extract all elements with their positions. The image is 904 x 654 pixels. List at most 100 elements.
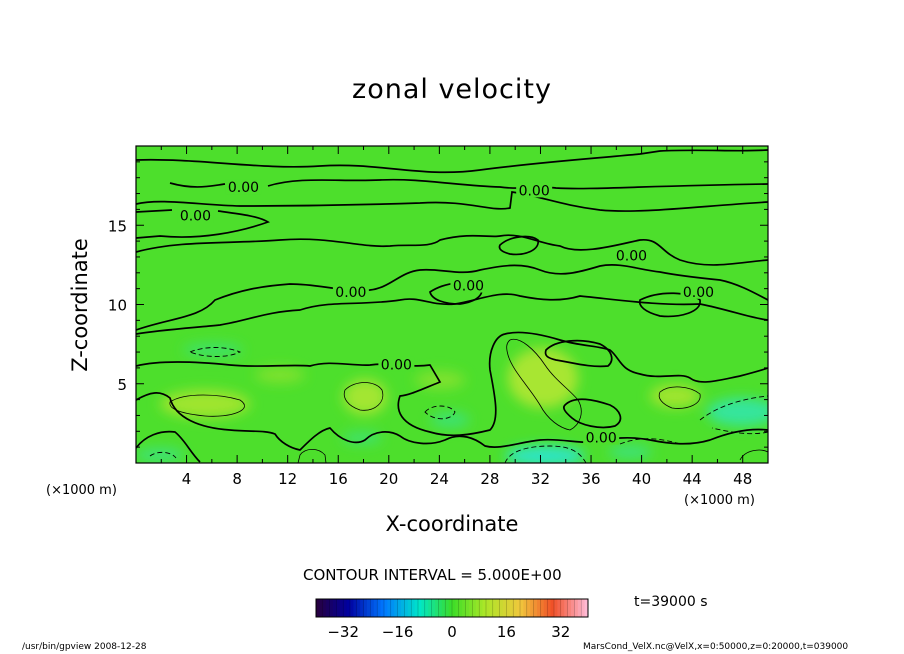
colorbar-cell xyxy=(571,599,575,617)
contour-label-bg xyxy=(450,277,487,293)
colorbar-cell xyxy=(424,599,429,617)
colorbar-cell xyxy=(557,599,562,617)
colorbar-cell xyxy=(475,599,480,617)
negative-patch xyxy=(505,446,585,463)
colorbar-cell xyxy=(547,599,551,617)
x-tick-label: 32 xyxy=(531,470,550,488)
colorbar-tick-label: 16 xyxy=(497,623,516,641)
colorbar-cell xyxy=(564,599,568,617)
x-tick-label: 12 xyxy=(278,470,297,488)
contour-label-bg xyxy=(680,283,717,299)
colorbar-cell xyxy=(390,599,395,617)
colorbar-cell xyxy=(326,599,330,617)
colorbar-cell xyxy=(336,599,341,617)
y-tick-label: 5 xyxy=(117,376,127,394)
colorbar-cell xyxy=(356,599,361,617)
zero-contour xyxy=(498,235,539,256)
colorbar-cell xyxy=(567,599,572,617)
positive-patch xyxy=(255,367,305,383)
plot-area: 0.00 0.00 0.00 0.00 0.00 0.00 0.00 0.00 0.00 xyxy=(136,146,768,463)
colorbar-tick-label: −16 xyxy=(382,623,414,641)
positive-contour xyxy=(169,394,245,417)
colorbar-cell xyxy=(540,599,545,617)
colorbar-cell xyxy=(537,599,541,617)
colorbar-cell xyxy=(438,599,443,617)
contour-label-bg xyxy=(332,283,369,299)
x-unit-label-right: (×1000 m) xyxy=(684,493,755,508)
contour-label: 0.00 xyxy=(586,431,617,447)
zero-contour xyxy=(136,331,768,437)
zero-contour xyxy=(544,339,613,368)
zero-contour xyxy=(136,191,768,212)
negative-patch xyxy=(136,448,185,462)
colorbar-cell xyxy=(577,599,582,617)
colorbar-cell xyxy=(486,599,490,617)
contour-lines xyxy=(136,149,768,463)
colorbar-cell xyxy=(329,599,334,617)
positive-contour xyxy=(506,338,582,431)
zero-contour xyxy=(169,178,768,190)
colorbar-cell xyxy=(397,599,402,617)
colorbar-cell xyxy=(445,599,449,617)
colorbar-cell xyxy=(503,599,507,617)
zero-contour xyxy=(136,234,768,266)
negative-contour xyxy=(188,347,242,357)
colorbar-cell xyxy=(499,599,504,617)
negative-patch xyxy=(707,398,768,426)
zero-contour xyxy=(136,392,768,451)
negative-contour xyxy=(149,451,177,459)
x-axis: 4 8 12 16 20 24 28 32 36 40 44 48 xyxy=(160,146,752,488)
colorbar-cell xyxy=(472,599,477,617)
x-tick-label: 48 xyxy=(733,470,752,488)
contour-label: 0.00 xyxy=(180,209,211,225)
colorbar-cell xyxy=(462,599,466,617)
positive-patch xyxy=(508,348,578,408)
contour-label: 0.00 xyxy=(335,285,366,301)
positive-patch xyxy=(343,379,387,415)
contour-label-bg xyxy=(516,182,553,198)
colorbar-cell xyxy=(465,599,470,617)
negative-patch xyxy=(430,412,470,428)
colorbar-cell xyxy=(407,599,412,617)
negative-patch xyxy=(608,445,652,459)
contour-interval-text: CONTOUR INTERVAL = 5.000E+00 xyxy=(303,566,562,584)
colorbar-cell xyxy=(319,599,324,617)
positive-patch xyxy=(160,390,250,418)
x-unit-label-left: (×1000 m) xyxy=(46,483,117,498)
colorbar-cell xyxy=(339,599,344,617)
x-tick-label: 24 xyxy=(430,470,449,488)
x-tick-label: 44 xyxy=(683,470,702,488)
colorbar-cell xyxy=(520,599,524,617)
contour-label-bg xyxy=(177,207,214,223)
colorbar-cell xyxy=(513,599,517,617)
colorbar-cell xyxy=(554,599,558,617)
colorbar-cell xyxy=(455,599,460,617)
colorbar-cell xyxy=(421,599,426,617)
colorbar-cell xyxy=(492,599,497,617)
colorbar-cell xyxy=(431,599,436,617)
colorbar-cell xyxy=(394,599,398,617)
colorbar-cell xyxy=(543,599,548,617)
colorbar-cell xyxy=(411,599,415,617)
y-axis: 5 10 15 xyxy=(108,161,768,448)
positive-patch xyxy=(650,384,700,408)
colorbar-cell xyxy=(370,599,375,617)
zero-contour xyxy=(136,149,768,174)
colorbar-cell xyxy=(377,599,381,617)
colorbar-cell xyxy=(550,599,555,617)
x-tick-label: 4 xyxy=(182,470,192,488)
x-tick-label: 40 xyxy=(632,470,651,488)
colorbar-cell xyxy=(479,599,483,617)
colorbar-cell xyxy=(373,599,378,617)
colorbar-cell xyxy=(387,599,392,617)
x-axis-label: X-coordinate xyxy=(385,512,519,536)
zero-contour xyxy=(563,398,622,429)
zero-contour xyxy=(136,430,201,463)
colorbar-cell xyxy=(469,599,473,617)
colorbar-cell xyxy=(441,599,446,617)
contour-label: 0.00 xyxy=(228,180,259,196)
colorbar-cell xyxy=(346,599,351,617)
positive-contour xyxy=(297,448,327,463)
contour-labels: 0.00 0.00 0.00 0.00 0.00 0.00 0.00 0.00 0.00 xyxy=(177,179,717,447)
colorbar-tick-label: −32 xyxy=(327,623,359,641)
